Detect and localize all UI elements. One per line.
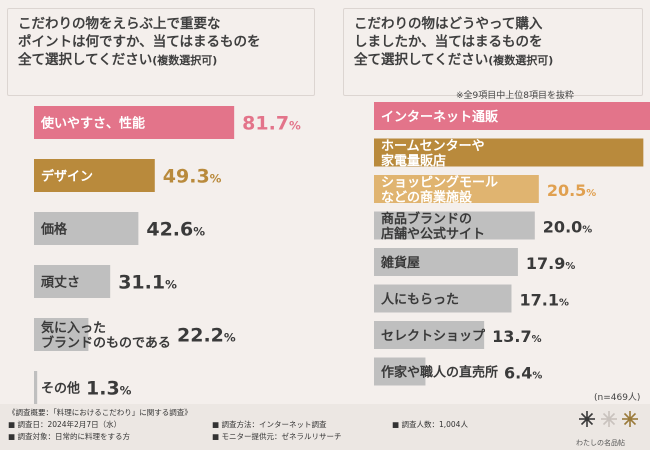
panel2-note: ※全9項目中上位8項目を抜粋: [456, 91, 574, 101]
chart2-bar-4: [374, 248, 518, 276]
chart2-value-label-3: 20.0%: [543, 218, 592, 237]
chart1-value-label-1: 49.3%: [163, 166, 222, 188]
chart1-bar-4: [34, 318, 89, 351]
chart2-value-label-6: 13.7%: [492, 327, 541, 346]
panel2-title: こだわりの物はどうやって購入 しましたか、当てはまるものを 全て選択してください…: [343, 8, 643, 96]
footer-count: ■ 調査人数：1,004人: [392, 420, 468, 429]
footer: 《調査概要：「料理におけるこだわり」に関する調査》 ■ 調査日：2024年2月7…: [0, 404, 650, 450]
chart2-category-label-0: インターネット通販: [381, 109, 499, 125]
chart1-bar-3: [34, 265, 111, 298]
chart2-bar-3: [374, 211, 535, 240]
chart1-bar-5: [34, 371, 38, 404]
chart1-value-label-2: 42.6%: [146, 219, 205, 241]
chart1-category-label-2: 価格: [40, 222, 68, 238]
panel2-title-text: こだわりの物はどうやって購入 しましたか、当てはまるものを 全て選択してください: [354, 16, 543, 68]
panel1-title-sub: (複数選択可): [152, 54, 218, 67]
charts-canvas: 使いやすさ、性能 81.7% デザイン 49.3% 価格 42.6% 頑丈さ 31.1% 気に入…: [34, 102, 650, 404]
chart2-bar-5: [374, 284, 512, 313]
chart1-category-label-3: 頑丈さ: [40, 276, 80, 291]
footer-method: ■ 調査方法：インターネット調査: [212, 420, 327, 429]
footer-date: ■ 調査日：2024年2月7日（水）: [8, 420, 122, 429]
chart1-value-label-5: 1.3%: [86, 378, 132, 400]
chart1-value-label-4: 22.2%: [177, 325, 236, 347]
chart1-bar-1: [34, 159, 155, 192]
chart2-category-label-2: ショッピングモールなどの商業施設: [381, 175, 498, 206]
chart1-category-label-1: デザイン: [41, 169, 93, 185]
chart1-bar-2: [34, 212, 139, 245]
chart1-value-label-0: 81.7%: [242, 113, 301, 135]
chart2-bar-6: [374, 321, 485, 349]
footer-target: ■ 調査対象：日常的に料理をする方: [8, 432, 130, 441]
footer-provider: ■ モニター提供元：ゼネラルリサーチ: [212, 432, 342, 441]
chart2-category-label-1: ホームセンターや家電量販店: [381, 139, 485, 169]
chart1-bar-0: [34, 106, 235, 139]
panel1-title-text: こだわりの物をえらぶ上で重要な ポイントは何ですか、当てはまるものを 全て選択し…: [18, 16, 261, 68]
chart2-category-label-5: 人にもらった: [381, 292, 459, 308]
chart2-value-label-2: 20.5%: [547, 181, 596, 200]
chart2-category-label-3: 商品ブランドの店舗や公式サイト: [381, 211, 485, 242]
panel1-title: こだわりの物をえらぶ上で重要な ポイントは何ですか、当てはまるものを 全て選択し…: [7, 8, 315, 96]
sample-size: (n=469人): [594, 393, 641, 403]
chart2-bar-0: [374, 102, 650, 130]
panel2-title-sub: (複数選択可): [488, 54, 554, 67]
chart2-value-label-7: 6.4%: [504, 364, 542, 383]
brand-name: わたしの名品帖: [576, 439, 625, 447]
chart2-category-label-4: 雑貨屋: [380, 255, 420, 271]
chart1-category-label-5: その他: [41, 381, 80, 397]
chart2-value-label-5: 17.1%: [519, 291, 568, 310]
chart2-category-label-6: セレクトショップ: [381, 329, 486, 344]
footer-summary: 《調査概要：「料理におけるこだわり」に関する調査》: [8, 408, 192, 417]
chart1-value-label-3: 31.1%: [118, 272, 177, 294]
chart1-category-label-0: 使いやすさ、性能: [40, 116, 145, 132]
chart2-category-label-7: 作家や職人の直売所: [381, 365, 498, 381]
chart2-bar-7: [374, 357, 426, 386]
chart2-bar-1: [374, 138, 644, 167]
chart2-value-label-4: 17.9%: [526, 254, 575, 273]
chart1-category-label-4: 気に入ったブランドのものである: [41, 320, 171, 351]
brand-logo-icon: [579, 411, 638, 427]
chart2-bar-2: [374, 175, 539, 203]
